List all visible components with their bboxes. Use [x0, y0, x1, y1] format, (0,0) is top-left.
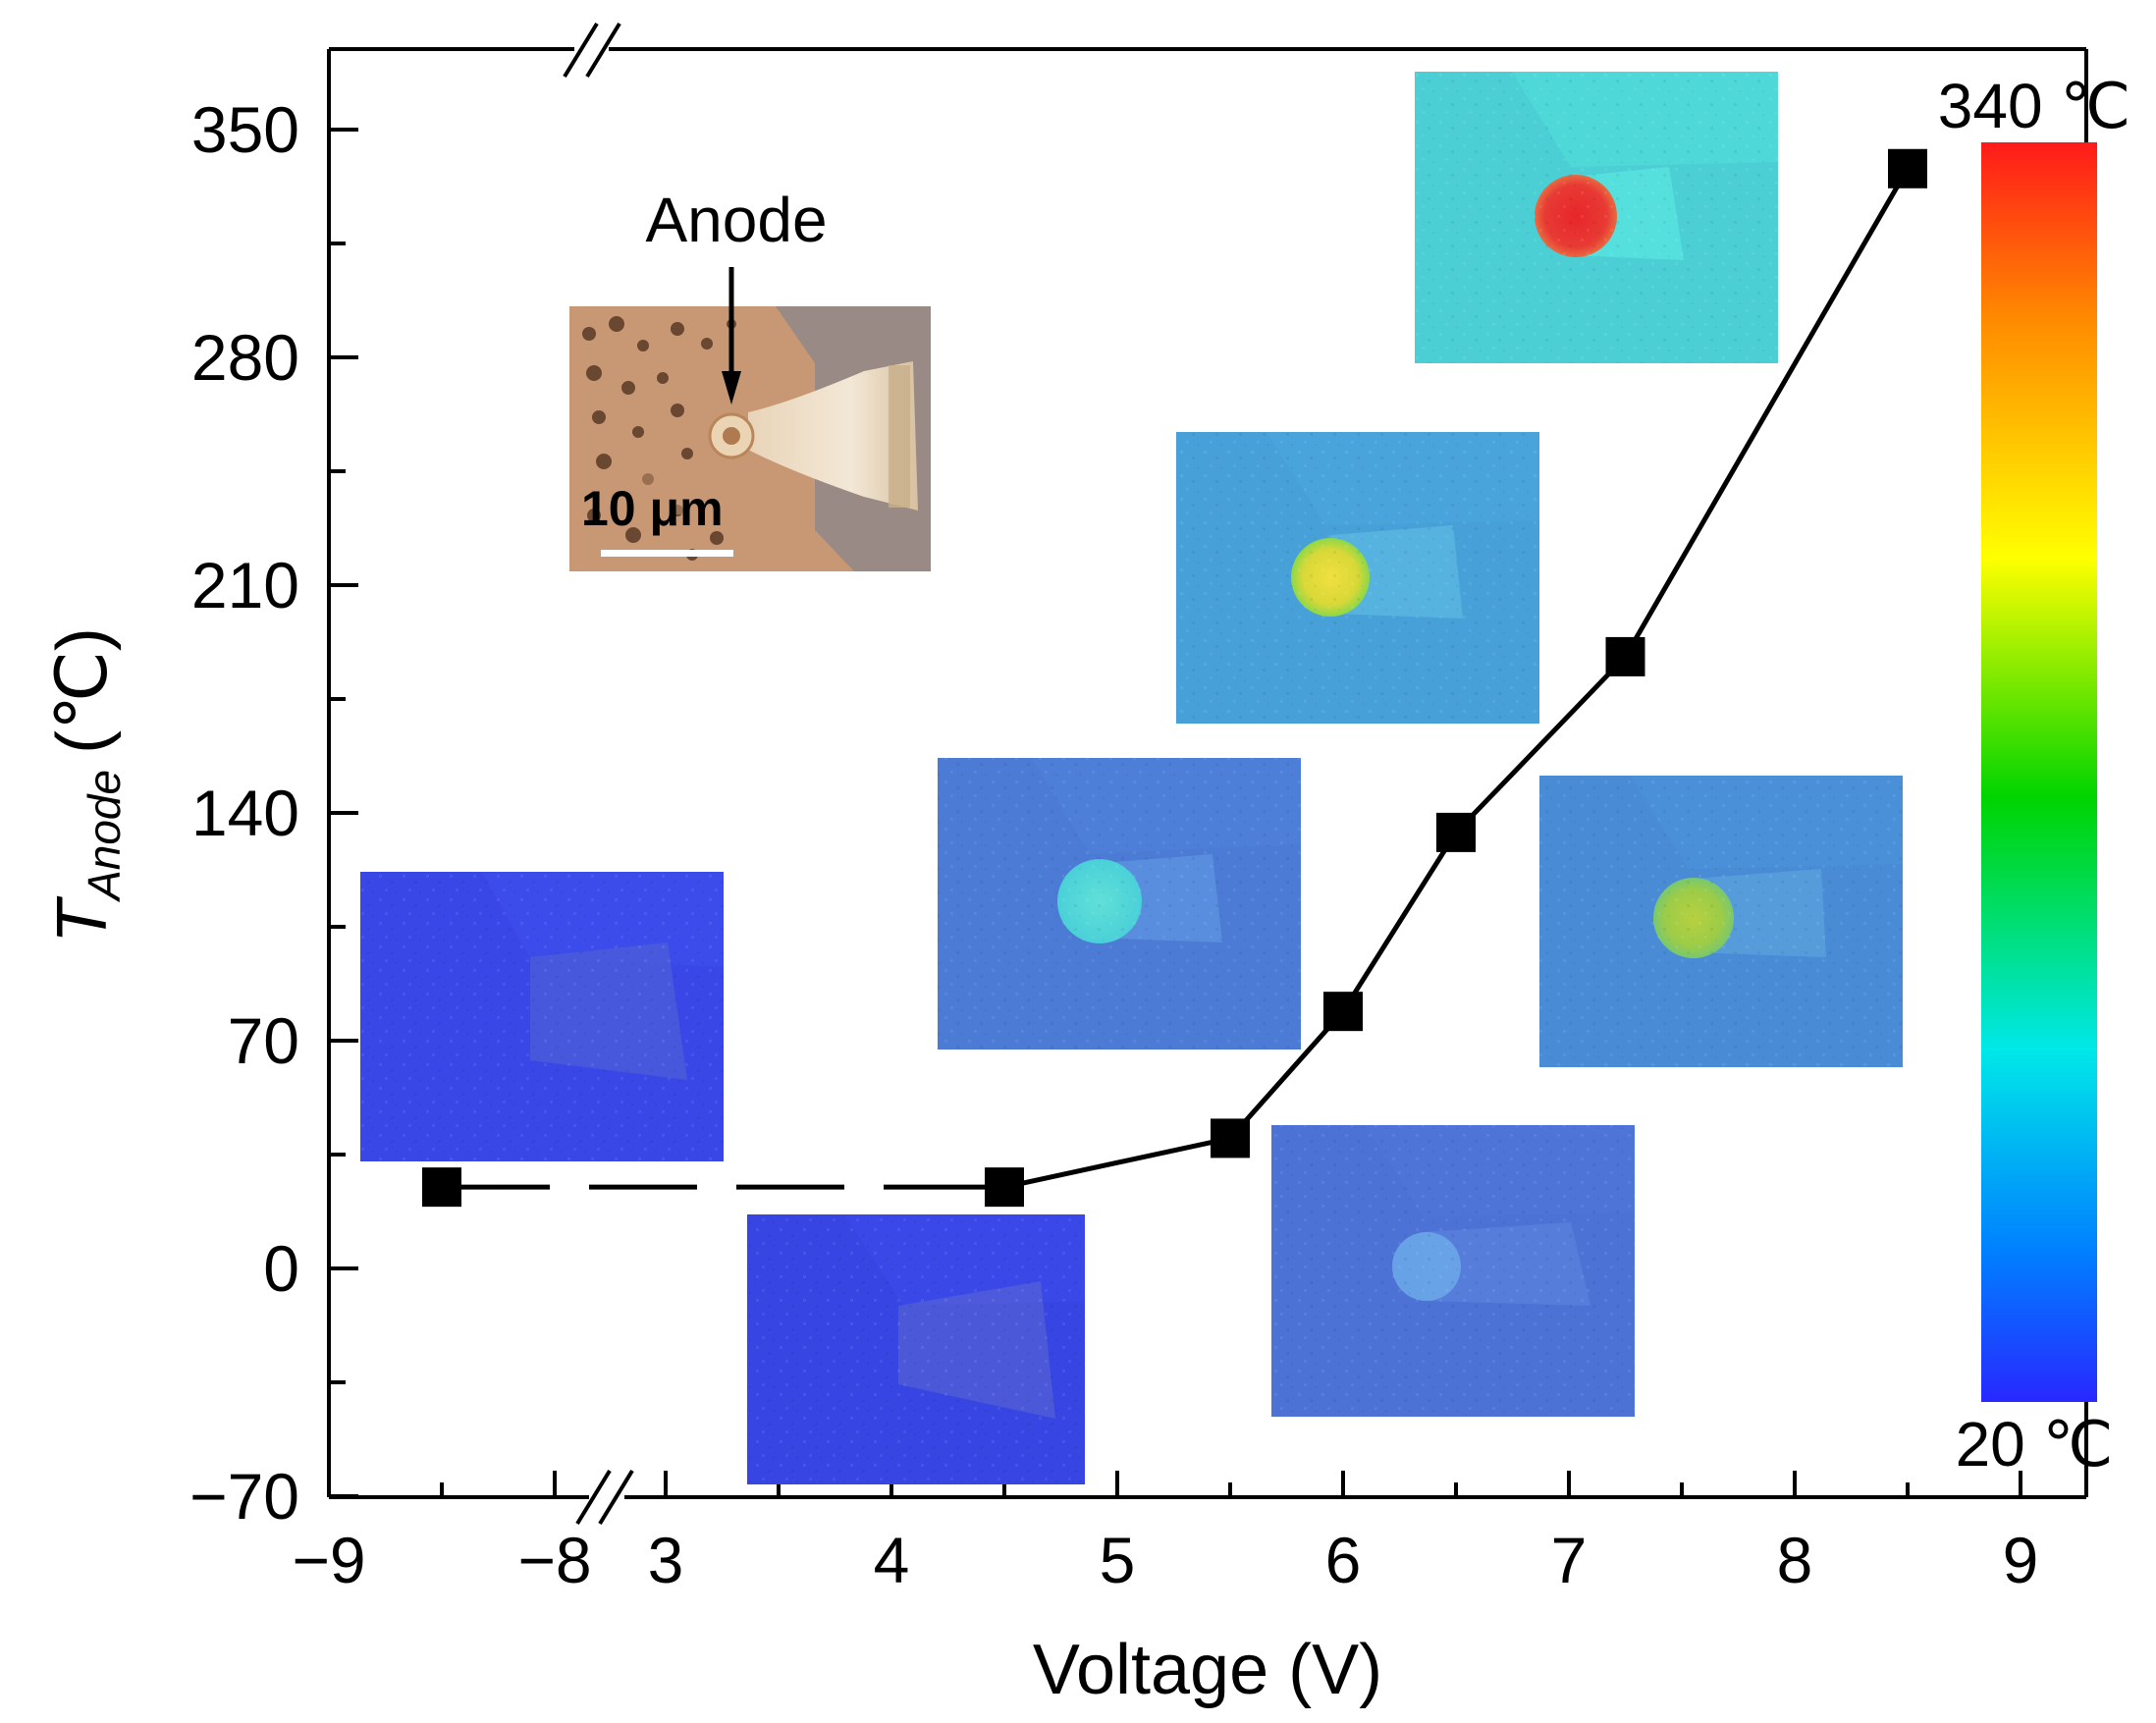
x-tick-label: −9	[292, 1524, 365, 1596]
y-tick-label: 70	[228, 1004, 299, 1077]
thermal-map-v-minus-8-5	[360, 872, 724, 1161]
y-tick-label: 140	[191, 777, 299, 849]
data-point	[422, 1167, 461, 1208]
x-axis-ticks: −9 −8 3 4 5 6 7 8 9	[292, 1471, 2038, 1596]
y-tick-label: 0	[263, 1232, 299, 1305]
data-point	[1436, 812, 1476, 852]
series-t-anode	[422, 148, 1927, 1208]
y-tick-label: 280	[191, 321, 299, 394]
y-tick-label: 210	[191, 549, 299, 621]
thermal-map-v-6-0	[938, 758, 1301, 1050]
colorbar-min-label: 20 ℃	[1956, 1409, 2114, 1480]
anode-label: Anode	[645, 185, 827, 255]
series-line-segment	[1340, 831, 1459, 1013]
x-tick-label: 3	[648, 1524, 684, 1596]
x-tick-label: 6	[1325, 1524, 1362, 1596]
x-axis-title: Voltage (V)	[1033, 1631, 1382, 1709]
data-point	[1323, 992, 1363, 1032]
y-axis-unit: (℃)	[43, 627, 122, 754]
y-axis-title: TAnode (℃)	[43, 627, 130, 943]
colorbar: 340 ℃ 20 ℃	[1938, 71, 2130, 1480]
thermal-map-v-5-5	[1271, 1125, 1635, 1417]
data-point	[985, 1167, 1024, 1208]
axis-break-marks	[563, 22, 634, 1526]
series-line-segment	[1003, 1135, 1231, 1190]
data-point	[1888, 148, 1927, 188]
x-tick-label: −8	[517, 1524, 591, 1596]
y-axis-ticks: −70 0 70 140 210 280 350	[189, 93, 358, 1533]
x-tick-label: 8	[1777, 1524, 1813, 1596]
data-point	[1605, 636, 1645, 676]
x-tick-label: 7	[1551, 1524, 1588, 1596]
x-tick-label: 9	[2003, 1524, 2039, 1596]
thermal-map-v-8-5	[1415, 72, 1778, 363]
x-tick-label: 5	[1100, 1524, 1136, 1596]
data-point	[1211, 1118, 1250, 1158]
y-tick-label: −70	[189, 1460, 299, 1533]
thermal-map-v-7-25	[1176, 432, 1539, 724]
colorbar-max-label: 340 ℃	[1938, 71, 2130, 141]
inset-micrograph: 10 μm Anode	[569, 185, 931, 571]
colorbar-gradient	[1981, 142, 2097, 1402]
y-tick-label: 350	[191, 93, 299, 166]
x-tick-label: 4	[874, 1524, 910, 1596]
thermal-map-v-6-5	[1539, 776, 1903, 1067]
y-axis-subscript: Anode	[79, 770, 130, 903]
micrograph-scalebar-label: 10 μm	[581, 481, 724, 536]
series-line-segment	[1228, 1009, 1345, 1141]
thermal-map-v-4-5	[747, 1214, 1085, 1484]
series-line-segment	[1623, 167, 1911, 659]
series-line-segment	[1454, 655, 1628, 835]
y-axis-symbol: T	[43, 895, 122, 943]
